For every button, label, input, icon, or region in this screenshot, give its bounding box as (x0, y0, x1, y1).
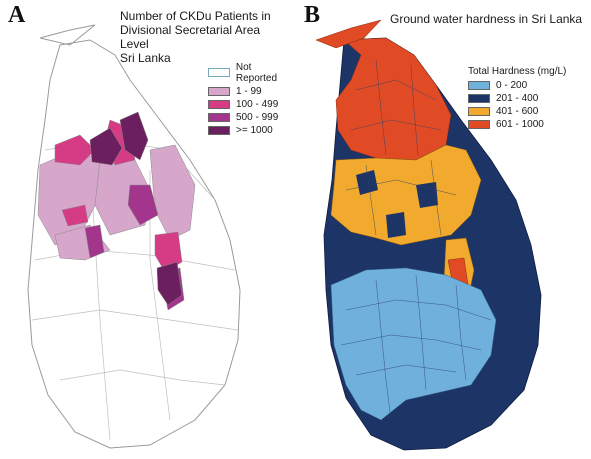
hardness-201-400-pocket-2 (416, 182, 438, 208)
hardness-201-400-pocket-3 (386, 212, 406, 238)
legend-hardness: Total Hardness (mg/L) 0 - 200 201 - 400 … (468, 66, 566, 131)
legend-swatch (208, 87, 230, 96)
panel-a-ckdu-map: A Number of CKDu Patients in Divisional … (0, 0, 295, 459)
hardness-601-1000-north (335, 37, 452, 161)
legend-item-1-99: 1 - 99 (208, 85, 295, 98)
legend-title: Total Hardness (mg/L) (468, 66, 567, 77)
legend-label: 601 - 1000 (496, 119, 544, 130)
legend-item-601-1000: 601 - 1000 (468, 118, 566, 131)
region-500-999-center (127, 184, 159, 226)
legend-label: Not Reported (235, 61, 278, 84)
legend-label: 1 - 99 (236, 86, 262, 97)
panel-a-letter: A (8, 2, 26, 28)
legend-label: >= 1000 (236, 125, 273, 136)
legend-label: 201 - 400 (496, 93, 539, 104)
legend-item-500-999: 500 - 999 (208, 111, 295, 124)
legend-swatch (208, 100, 230, 109)
panel-b-title: Ground water hardness in Sri Lanka (390, 12, 583, 26)
region-100-499-nw (54, 134, 96, 166)
hardness-201-400-pocket-1 (356, 170, 378, 195)
panel-b-letter: B (304, 2, 321, 28)
legend-item-1000-plus: >= 1000 (208, 124, 295, 137)
ckdu-map-svg (27, 24, 241, 449)
hardness-401-600-central (330, 144, 482, 246)
legend-item-100-499: 100 - 499 (208, 98, 295, 111)
region-100-499-west (61, 204, 89, 227)
legend-item-0-200: 0 - 200 (468, 79, 566, 92)
region-1000-north (89, 127, 123, 166)
legend-label: 401 - 600 (496, 106, 539, 117)
legend-swatch (468, 94, 490, 103)
legend-item-201-400: 201 - 400 (468, 92, 566, 105)
legend-label: 100 - 499 (236, 99, 279, 110)
legend-label: 0 - 200 (496, 80, 528, 91)
sri-lanka-outline (27, 24, 241, 449)
legend-swatch (468, 120, 490, 129)
legend-swatch (208, 68, 230, 77)
legend-item-not-reported: Not Reported (208, 62, 295, 84)
region-1000-south (156, 261, 183, 306)
legend-swatch (468, 107, 490, 116)
region-1000-ne (119, 111, 149, 161)
region-500-999-south (84, 224, 105, 259)
legend-item-401-600: 401 - 600 (468, 105, 566, 118)
legend-swatch (208, 126, 230, 135)
legend-swatch (468, 81, 490, 90)
legend-swatch (208, 113, 230, 122)
division-boundaries (340, 59, 492, 421)
panel-b-hardness-map: B Ground water hardness in Sri Lanka Tot… (296, 0, 591, 459)
hardness-601-1000-jaffna (315, 19, 382, 49)
hardness-0-200-southwest (330, 267, 497, 421)
panel-a-title: Number of CKDu Patients in Divisional Se… (120, 9, 271, 65)
legend-label: 500 - 999 (236, 112, 279, 123)
legend-ckdu: Not Reported 1 - 99 100 - 499 500 - 999 … (208, 62, 295, 137)
hardness-map-svg (315, 19, 542, 451)
